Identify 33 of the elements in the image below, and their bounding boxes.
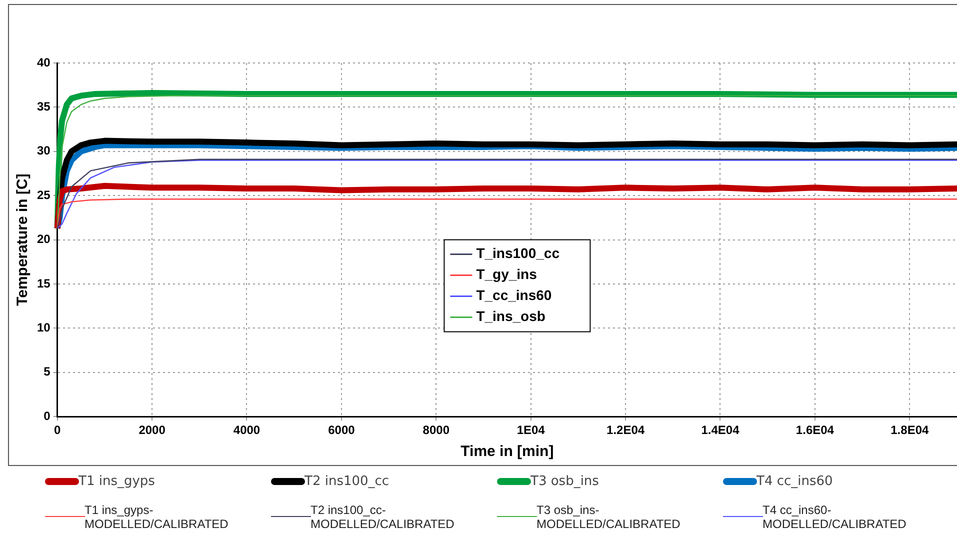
y-tick-label: 0 — [44, 408, 51, 423]
x-tick-label: 4000 — [233, 423, 260, 438]
text: T4 cc_ins60-MODELLED/CALIBRATED — [762, 503, 906, 531]
y-axis-title: Temperature in [C] — [14, 174, 32, 306]
text: T2 ins100_cc-MODELLED/CALIBRATED — [310, 503, 454, 531]
y-tick-label: 30 — [36, 144, 51, 158]
x-tick-label: 2000 — [138, 423, 166, 438]
x-tick-label: 0 — [54, 423, 62, 438]
legend-label: T1 ins_gyps — [78, 474, 155, 489]
x-tick-label: 6000 — [328, 423, 356, 438]
x-tick-label: 1.4E04 — [701, 423, 740, 438]
x-axis-title: Time in [min] — [460, 443, 554, 460]
legend-label: T4 cc_ins60 — [756, 474, 833, 489]
legend-label: T_ins100_cc — [476, 245, 560, 262]
x-tick-label: 1.2E04 — [606, 423, 645, 438]
text: T3 osb_ins-MODELLED/CALIBRATED — [536, 503, 680, 531]
x-tick-label: 1.8E04 — [890, 423, 929, 438]
y-tick-label: 15 — [36, 276, 51, 290]
x-tick-label: 1E04 — [516, 423, 546, 438]
x-tick-label: 1.6E04 — [796, 423, 834, 438]
legend-label: T_gy_ins — [476, 266, 538, 282]
legend-label: T2 ins100_cc — [304, 474, 390, 489]
y-tick-label: 35 — [36, 100, 51, 114]
y-tick-label: 25 — [36, 188, 51, 202]
y-tick-label: 5 — [44, 364, 51, 379]
x-tick-label: 8000 — [422, 423, 450, 438]
y-tick-label: 10 — [36, 320, 51, 335]
legend-label: T3 osb_ins — [530, 474, 599, 489]
y-tick-label: 40 — [36, 55, 51, 70]
y-tick-label: 20 — [36, 232, 51, 246]
text: T1 ins_gyps-MODELLED/CALIBRATED — [84, 503, 228, 531]
legend-label: T_ins_osb — [476, 308, 546, 324]
legend-label: T_cc_ins60 — [476, 287, 552, 304]
